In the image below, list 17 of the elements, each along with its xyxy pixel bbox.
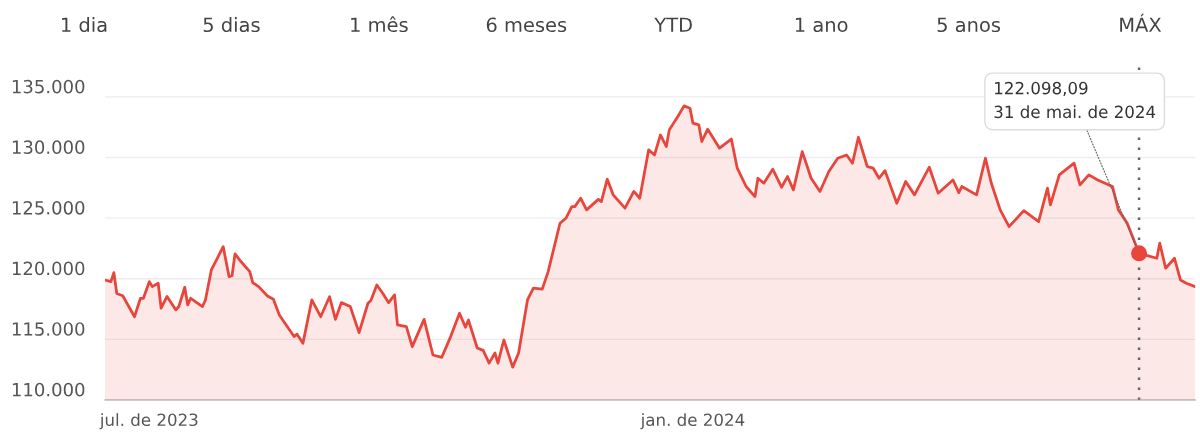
- text: 1 ano: [795, 17, 848, 33]
- text: 1 dia: [62, 17, 107, 33]
- y-tick-label: 110.000: [12, 382, 85, 397]
- x-tick-label: jan. de 2024: [640, 413, 745, 430]
- text: 1 mês: [351, 16, 408, 33]
- y-tick-label: 125.000: [12, 200, 85, 215]
- text: 5 dias: [203, 17, 260, 33]
- y-tick-label: 115.000: [12, 322, 85, 336]
- x-tick-label: jul. de 2023: [99, 413, 198, 430]
- y-tick-label: 120.000: [12, 261, 85, 276]
- y-tick-label: 135.000: [12, 79, 85, 94]
- text: YTD: [654, 17, 692, 32]
- text: 5 anos: [937, 17, 1001, 33]
- text: MÁX: [1120, 13, 1162, 32]
- annotation: 122.098,09 31 de mai. de 2024: [994, 81, 1156, 119]
- y-tick-label: 130.000: [12, 140, 85, 155]
- text: 6 meses: [486, 17, 567, 33]
